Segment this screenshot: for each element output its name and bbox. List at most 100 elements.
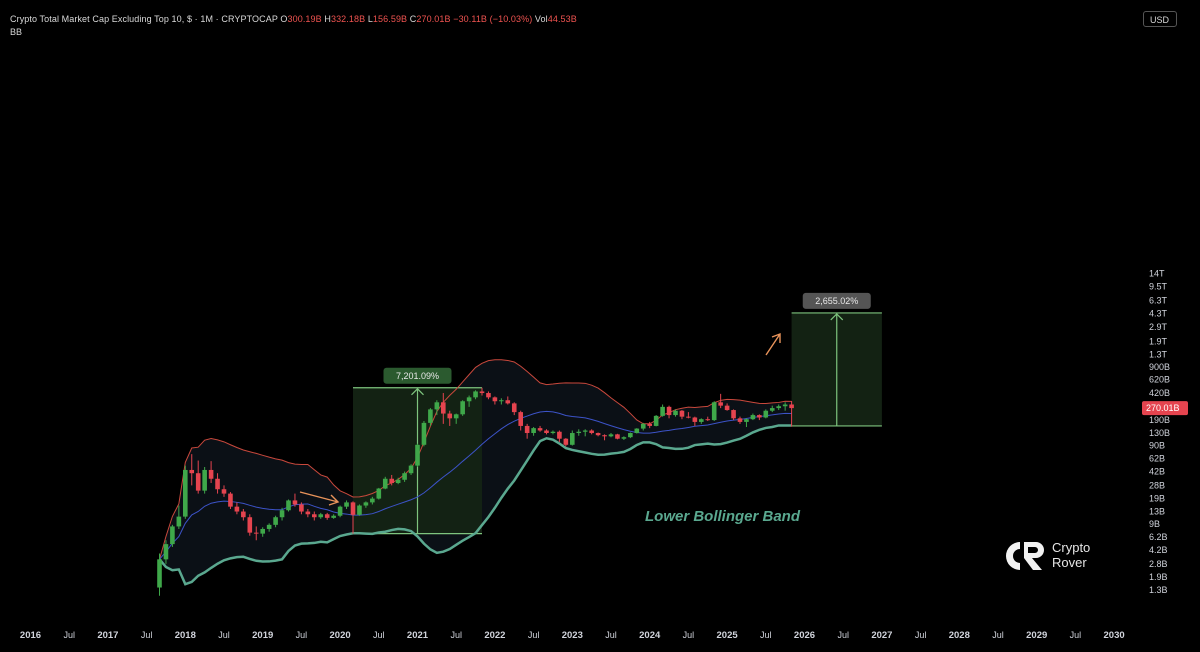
candle [453, 413, 459, 424]
candle-body [163, 544, 169, 560]
candle-body [421, 422, 427, 445]
candle-body [215, 478, 220, 490]
candle [673, 409, 678, 417]
candle [479, 387, 485, 396]
candle-body [305, 511, 311, 515]
candle-body [531, 428, 536, 434]
candle [750, 413, 756, 421]
candle [447, 410, 453, 426]
candle [408, 464, 414, 475]
y-tick-label: 420B [1149, 388, 1170, 398]
candle [363, 501, 369, 508]
y-tick-label: 4.3T [1149, 309, 1168, 319]
candle-body [621, 437, 627, 439]
y-tick-label: 13B [1149, 507, 1165, 517]
candle [757, 414, 762, 421]
candle-body [441, 402, 446, 414]
current-price-label: 270.01B [1146, 403, 1180, 413]
y-tick-label: 620B [1149, 375, 1170, 385]
candle-body [486, 393, 491, 398]
x-tick-label: 2018 [175, 630, 196, 641]
volume-label: Vol [534, 14, 548, 24]
y-tick-label: 90B [1149, 441, 1165, 451]
candle-body [724, 405, 730, 411]
candle [266, 523, 272, 532]
candle [215, 473, 220, 494]
logo-text-line2: Rover [1052, 555, 1087, 570]
candle [666, 405, 672, 419]
candle-body [279, 510, 285, 518]
x-tick-label: Jul [296, 630, 308, 640]
candle [557, 430, 562, 442]
candle [634, 428, 640, 434]
indicator-label[interactable]: BB [10, 27, 23, 37]
x-axis: 2016 Jul 2017 Jul 2018 Jul 2019 Jul 2020 Jul 2021 J… [20, 630, 1125, 641]
open-value: 300.19B [287, 14, 322, 24]
candle [511, 402, 517, 416]
candle [305, 509, 311, 518]
candle-body [157, 559, 162, 588]
candle [563, 438, 569, 447]
candle [247, 514, 253, 536]
y-tick-label: 19B [1149, 494, 1165, 504]
x-tick-label: 2030 [1104, 630, 1125, 641]
candle [724, 403, 730, 411]
candle [253, 526, 259, 541]
candle [705, 416, 711, 421]
candle-body [757, 415, 762, 418]
crypto-rover-logo-icon [1006, 542, 1044, 570]
y-tick-label: 1.9T [1149, 337, 1168, 347]
candle-body [195, 473, 201, 491]
candle [460, 400, 465, 416]
candle [324, 512, 330, 520]
candle [163, 540, 169, 564]
x-tick-label: 2025 [717, 630, 739, 641]
candle [486, 391, 491, 400]
y-tick-label: 1.3T [1149, 349, 1168, 359]
x-tick-label: 2023 [562, 630, 583, 641]
candle-body [337, 506, 343, 516]
change-value: −30.11B (−10.03%) [453, 14, 533, 24]
volume-value: 44.53B [547, 14, 577, 24]
candle-body [544, 430, 549, 434]
candle [653, 415, 659, 427]
candle-body [479, 391, 485, 394]
candle [337, 505, 343, 518]
candle-body [711, 402, 717, 421]
candle-body [731, 410, 736, 419]
candle-body [570, 433, 575, 445]
candle [615, 433, 620, 440]
candle [769, 405, 775, 413]
candle-body [776, 406, 781, 409]
candle-body [170, 526, 175, 545]
candle [492, 396, 498, 405]
candle [357, 504, 362, 516]
candle [395, 477, 401, 485]
x-tick-label: Jul [218, 630, 230, 640]
candle-body [782, 404, 788, 407]
candle-body [183, 469, 188, 517]
y-tick-label: 42B [1149, 467, 1165, 477]
candle-body [253, 532, 259, 534]
measure-arrowhead-2 [830, 313, 844, 321]
candle-body [292, 500, 298, 505]
x-tick-label: Jul [760, 630, 772, 640]
candle-body [763, 410, 769, 418]
high-value: 332.18B [330, 14, 366, 24]
measure-label-bg-1 [383, 367, 452, 384]
currency-button[interactable]: USD [1143, 11, 1177, 27]
x-tick-label: 2026 [794, 630, 815, 641]
candle-body [234, 506, 240, 512]
candle [505, 396, 511, 405]
candle [544, 429, 549, 435]
candle-body [221, 489, 227, 494]
candle-body [505, 400, 511, 404]
candle [279, 507, 285, 521]
candle [466, 395, 472, 407]
candle-body [647, 423, 652, 426]
x-tick-label: 2028 [949, 630, 970, 641]
candle-body [582, 430, 588, 432]
candle [776, 404, 781, 411]
candle [195, 460, 201, 494]
